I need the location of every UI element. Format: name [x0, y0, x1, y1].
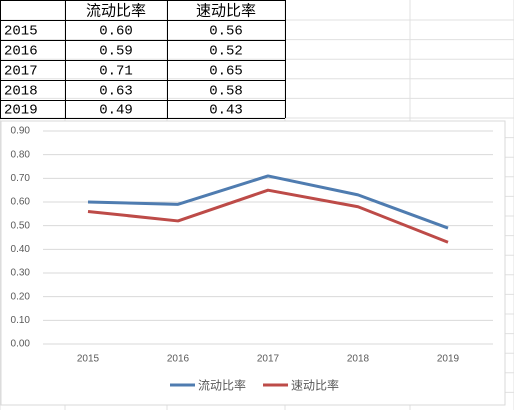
value-cell: 0.49 [99, 103, 133, 119]
y-tick-label: 0.30 [11, 268, 31, 279]
y-tick-label: 0.20 [11, 291, 31, 302]
series-line [87, 174, 449, 230]
x-tick-label: 2019 [437, 354, 460, 365]
value-cell: 0.43 [209, 103, 243, 119]
legend-label: 速动比率 [291, 378, 339, 393]
x-tick-label: 2018 [347, 354, 370, 365]
year-cell: 2015 [4, 24, 38, 40]
chart-area [0, 120, 506, 406]
x-tick-label: 2016 [167, 354, 190, 365]
value-cell: 0.58 [209, 84, 243, 100]
y-tick-label: 0.90 [11, 126, 31, 137]
column-header: 速动比率 [196, 2, 256, 20]
legend-label: 流动比率 [198, 378, 246, 393]
year-cell: 2019 [4, 103, 38, 119]
y-tick-label: 0.00 [11, 339, 31, 350]
value-cell: 0.71 [99, 64, 133, 80]
series-line [87, 188, 449, 244]
x-tick-label: 2015 [77, 354, 100, 365]
value-cell: 0.65 [209, 64, 243, 80]
year-cell: 2016 [4, 44, 38, 60]
chart: 0.00 0.10 0.20 0.30 0.40 0.50 0.60 0.70 0.80 0.90… [11, 126, 493, 393]
value-cell: 0.59 [99, 44, 133, 60]
y-tick-label: 0.70 [11, 173, 31, 184]
column-header: 流动比率 [86, 2, 146, 20]
year-cell: 2018 [4, 84, 38, 100]
y-tick-label: 0.10 [11, 315, 31, 326]
y-tick-label: 0.40 [11, 244, 31, 255]
value-cell: 0.56 [209, 24, 243, 40]
x-tick-label: 2017 [257, 354, 280, 365]
y-tick-label: 0.50 [11, 220, 31, 231]
y-tick-label: 0.80 [11, 149, 31, 160]
value-cell: 0.52 [209, 44, 243, 60]
data-table: 流动比率 速动比率 2015 0.60 0.56 2016 0.59 0.52 2017 0.71… [0, 0, 286, 119]
year-cell: 2017 [4, 64, 38, 80]
value-cell: 0.60 [99, 24, 133, 40]
value-cell: 0.63 [99, 84, 133, 100]
y-tick-label: 0.60 [11, 197, 31, 208]
